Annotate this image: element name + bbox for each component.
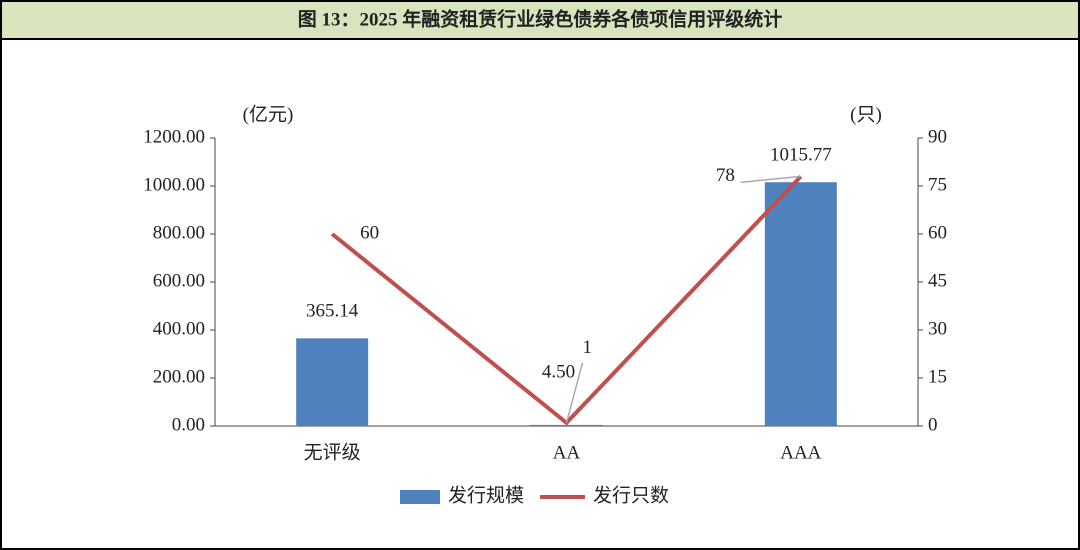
legend-swatch — [400, 490, 440, 504]
bar-value-label: 1015.77 — [770, 145, 832, 166]
bar — [530, 424, 603, 426]
y-tick-label: 600.00 — [153, 270, 205, 291]
y-axis-label: (亿元) — [243, 103, 294, 125]
y2-tick-label: 30 — [928, 318, 947, 339]
leader-line — [740, 175, 801, 184]
y-tick-label: 0.00 — [172, 414, 205, 435]
leader-line — [565, 362, 584, 423]
legend-label: 发行规模 — [448, 484, 524, 506]
y-tick-label: 1000.00 — [143, 174, 205, 195]
x-tick-label: AAA — [780, 442, 821, 463]
y-tick-label: 400.00 — [153, 318, 205, 339]
chart-title: 图 13：2025 年融资租赁行业绿色债券各债项信用评级统计 — [298, 7, 783, 30]
legend-label: 发行只数 — [593, 484, 669, 506]
bar-value-label: 4.50 — [542, 361, 575, 382]
y2-tick-label: 15 — [928, 366, 947, 387]
y2-axis-label: (只) — [850, 104, 882, 125]
bar — [296, 338, 369, 426]
line-value-label: 60 — [360, 222, 379, 243]
y2-tick-label: 0 — [928, 414, 938, 435]
title-bar — [0, 0, 1080, 40]
y-tick-label: 800.00 — [153, 222, 205, 243]
bar-value-label: 365.14 — [306, 301, 359, 322]
line-value-label: 78 — [716, 165, 735, 186]
y2-tick-label: 90 — [928, 126, 947, 147]
y2-tick-label: 60 — [928, 222, 947, 243]
x-tick-label: AA — [553, 442, 581, 463]
y2-tick-label: 75 — [928, 174, 947, 195]
y2-tick-label: 45 — [928, 270, 947, 291]
bar — [764, 182, 837, 426]
y-tick-label: 200.00 — [153, 366, 205, 387]
x-tick-label: 无评级 — [304, 441, 361, 463]
y-tick-label: 1200.00 — [143, 126, 205, 147]
line-value-label: 1 — [583, 337, 593, 358]
